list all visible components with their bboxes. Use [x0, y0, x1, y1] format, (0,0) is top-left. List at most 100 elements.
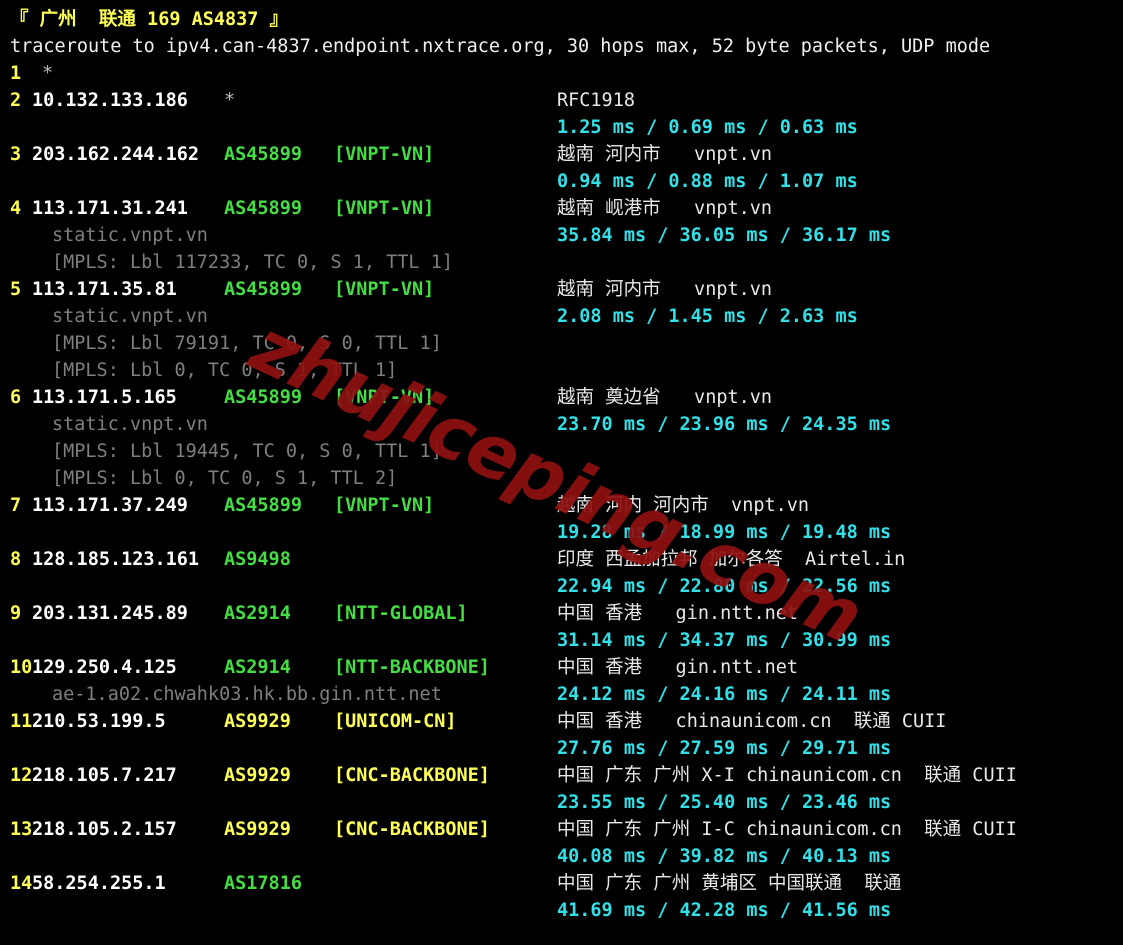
hop-network-label: [VNPT-VN] — [334, 387, 435, 408]
hop-geolocation: 越南 岘港市 vnpt.vn — [557, 198, 773, 219]
hop-left-column: 13218.105.2.157 AS9929 [CNC-BACKBONE] — [0, 816, 557, 843]
hop-asn: AS45899 — [224, 144, 302, 165]
hop-main-line: 7 113.171.37.249 AS45899 [VNPT-VN] — [0, 492, 557, 519]
hop-main-line: 1458.254.255.1 AS17816 — [0, 870, 557, 897]
hop-main-line: 4 113.171.31.241 AS45899 [VNPT-VN] — [0, 195, 557, 222]
hop-left-column: 11210.53.199.5 AS9929 [UNICOM-CN] — [0, 708, 557, 735]
hop-mpls-line: [MPLS: Lbl 117233, TC 0, S 1, TTL 1] — [52, 252, 453, 273]
hop-mpls-line: [MPLS: Lbl 19445, TC 0, S 0, TTL 1] — [52, 441, 442, 462]
hop-latency: 23.70 ms / 23.96 ms / 24.35 ms — [557, 414, 892, 435]
hop-mpls-line: [MPLS: Lbl 0, TC 0, S 1, TTL 1] — [52, 360, 398, 381]
hop-geolocation: 越南 奠边省 vnpt.vn — [557, 387, 773, 408]
hop-number: 14 — [10, 873, 33, 894]
hop-network-label: [NTT-GLOBAL] — [334, 603, 468, 624]
hop-geolocation: 中国 广东 广州 I-C chinaunicom.cn 联通 CUII — [557, 819, 1017, 840]
hop-main-line: 6 113.171.5.165 AS45899 [VNPT-VN] — [0, 384, 557, 411]
hop-number: 12 — [10, 765, 33, 786]
hop-asn: AS2914 — [224, 603, 291, 624]
hop-hostname: static.vnpt.vn — [52, 306, 208, 327]
hop-latency: 0.94 ms / 0.88 ms / 1.07 ms — [557, 171, 858, 192]
hop-main-line: 2 10.132.133.186 * — [0, 87, 557, 114]
hop-ip-address: 113.171.5.165 — [32, 387, 177, 408]
hop-latency: 24.12 ms / 24.16 ms / 24.11 ms — [557, 684, 892, 705]
hop-main-line: 11210.53.199.5 AS9929 [UNICOM-CN] — [0, 708, 557, 735]
hop-geolocation: 中国 广东 广州 黄埔区 中国联通 联通 — [557, 873, 902, 894]
hop-left-column: 7 113.171.37.249 AS45899 [VNPT-VN] — [0, 492, 557, 519]
hop-number: 3 — [10, 144, 22, 165]
hop-geolocation: 中国 香港 gin.ntt.net — [557, 657, 799, 678]
hop-latency: 31.14 ms / 34.37 ms / 30.99 ms — [557, 630, 892, 651]
hop-geolocation: 印度 西孟加拉邦 加尔各答 Airtel.in — [557, 549, 906, 570]
hop-ip-address: 129.250.4.125 — [32, 657, 177, 678]
traceroute-command-header: traceroute to ipv4.can-4837.endpoint.nxt… — [10, 36, 991, 57]
hop-geolocation: 中国 广东 广州 X-I chinaunicom.cn 联通 CUII — [557, 765, 1017, 786]
hop-hostname: static.vnpt.vn — [52, 225, 208, 246]
hop-latency: 27.76 ms / 27.59 ms / 29.71 ms — [557, 738, 892, 759]
hop-asn: AS45899 — [224, 279, 302, 300]
hop-left-column: 8 128.185.123.161 AS9498 — [0, 546, 557, 573]
hop-number: 8 — [10, 549, 22, 570]
hop-ip-address: 10.132.133.186 — [32, 90, 188, 111]
hop-ip-address: 58.254.255.1 — [32, 873, 166, 894]
hop-right-column: RFC1918 1.25 ms / 0.69 ms / 0.63 ms — [557, 87, 1123, 141]
hop-main-line: 9 203.131.245.89 AS2914 [NTT-GLOBAL] — [0, 600, 557, 627]
hop-left-column: 4 113.171.31.241 AS45899 [VNPT-VN] static.vn… — [0, 195, 557, 276]
hop-network-label: [CNC-BACKBONE] — [334, 819, 490, 840]
hop-ip-address: * — [42, 63, 54, 84]
hop-network-label: [UNICOM-CN] — [334, 711, 457, 732]
hop-network-label: [NTT-BACKBONE] — [334, 657, 490, 678]
hop-number: 13 — [10, 819, 33, 840]
hop-right-column: 印度 西孟加拉邦 加尔各答 Airtel.in 22.94 ms / 22.80 … — [557, 546, 1123, 600]
hop-right-column: 中国 广东 广州 I-C chinaunicom.cn 联通 CUII 40.08… — [557, 816, 1123, 870]
hop-asn: AS45899 — [224, 495, 302, 516]
hop-right-column: 越南 岘港市 vnpt.vn 35.84 ms / 36.05 ms / 36.1… — [557, 195, 1123, 249]
hop-network-label: [VNPT-VN] — [334, 279, 435, 300]
hop-ip-address: 210.53.199.5 — [32, 711, 166, 732]
hop-mpls-line: [MPLS: Lbl 79191, TC 0, S 0, TTL 1] — [52, 333, 442, 354]
hop-ip-address: 218.105.7.217 — [32, 765, 177, 786]
hop-asn: * — [224, 90, 236, 111]
hop-network-label: [VNPT-VN] — [334, 198, 435, 219]
hop-left-column: 12218.105.7.217 AS9929 [CNC-BACKBONE] — [0, 762, 557, 789]
hop-number: 5 — [10, 279, 22, 300]
hop-number: 6 — [10, 387, 22, 408]
hop-latency: 1.25 ms / 0.69 ms / 0.63 ms — [557, 117, 858, 138]
hop-mpls-line: [MPLS: Lbl 0, TC 0, S 1, TTL 2] — [52, 468, 398, 489]
hop-hostname: static.vnpt.vn — [52, 414, 208, 435]
hop-left-column: 2 10.132.133.186 * — [0, 87, 557, 114]
hop-right-column: 中国 香港 chinaunicom.cn 联通 CUII 27.76 ms / 2… — [557, 708, 1123, 762]
hop-number: 4 — [10, 198, 22, 219]
hop-geolocation: RFC1918 — [557, 90, 635, 111]
hop-ip-address: 113.171.31.241 — [32, 198, 188, 219]
trace-title: 『 广州 联通 169 AS4837 』 — [10, 9, 289, 30]
hop-left-column: 3 203.162.244.162 AS45899 [VNPT-VN] — [0, 141, 557, 168]
hop-latency: 35.84 ms / 36.05 ms / 36.17 ms — [557, 225, 892, 246]
hop-asn: AS9929 — [224, 819, 291, 840]
hop-main-line: 1 * — [0, 60, 557, 87]
hop-number: 10 — [10, 657, 33, 678]
hop-number: 9 — [10, 603, 22, 624]
hop-asn: AS17816 — [224, 873, 302, 894]
hop-right-column: 越南 河内 河内市 vnpt.vn 19.28 ms / 18.99 ms / 1… — [557, 492, 1123, 546]
hop-right-column: 中国 香港 gin.ntt.net 31.14 ms / 34.37 ms / 3… — [557, 600, 1123, 654]
hop-latency: 41.69 ms / 42.28 ms / 41.56 ms — [557, 900, 892, 921]
hop-number: 11 — [10, 711, 33, 732]
hop-ip-address: 113.171.35.81 — [32, 279, 177, 300]
hop-main-line: 8 128.185.123.161 AS9498 — [0, 546, 557, 573]
hop-latency: 22.94 ms / 22.80 ms / 22.56 ms — [557, 576, 892, 597]
hop-hostname: ae-1.a02.chwahk03.hk.bb.gin.ntt.net — [52, 684, 442, 705]
hop-geolocation: 越南 河内 河内市 vnpt.vn — [557, 495, 810, 516]
hop-network-label: [CNC-BACKBONE] — [334, 765, 490, 786]
hop-network-label: [VNPT-VN] — [334, 495, 435, 516]
hop-right-column: 越南 河内市 vnpt.vn 0.94 ms / 0.88 ms / 1.07 m… — [557, 141, 1123, 195]
hop-geolocation: 越南 河内市 vnpt.vn — [557, 279, 773, 300]
hop-asn: AS9498 — [224, 549, 291, 570]
hop-right-column: 中国 香港 gin.ntt.net 24.12 ms / 24.16 ms / 2… — [557, 654, 1123, 708]
hop-asn: AS9929 — [224, 711, 291, 732]
hop-number: 7 — [10, 495, 22, 516]
hop-number: 2 — [10, 90, 22, 111]
hop-left-column: 5 113.171.35.81 AS45899 [VNPT-VN] static.vnp… — [0, 276, 557, 384]
hop-right-column: 越南 河内市 vnpt.vn 2.08 ms / 1.45 ms / 2.63 m… — [557, 276, 1123, 330]
hop-geolocation: 中国 香港 chinaunicom.cn 联通 CUII — [557, 711, 947, 732]
